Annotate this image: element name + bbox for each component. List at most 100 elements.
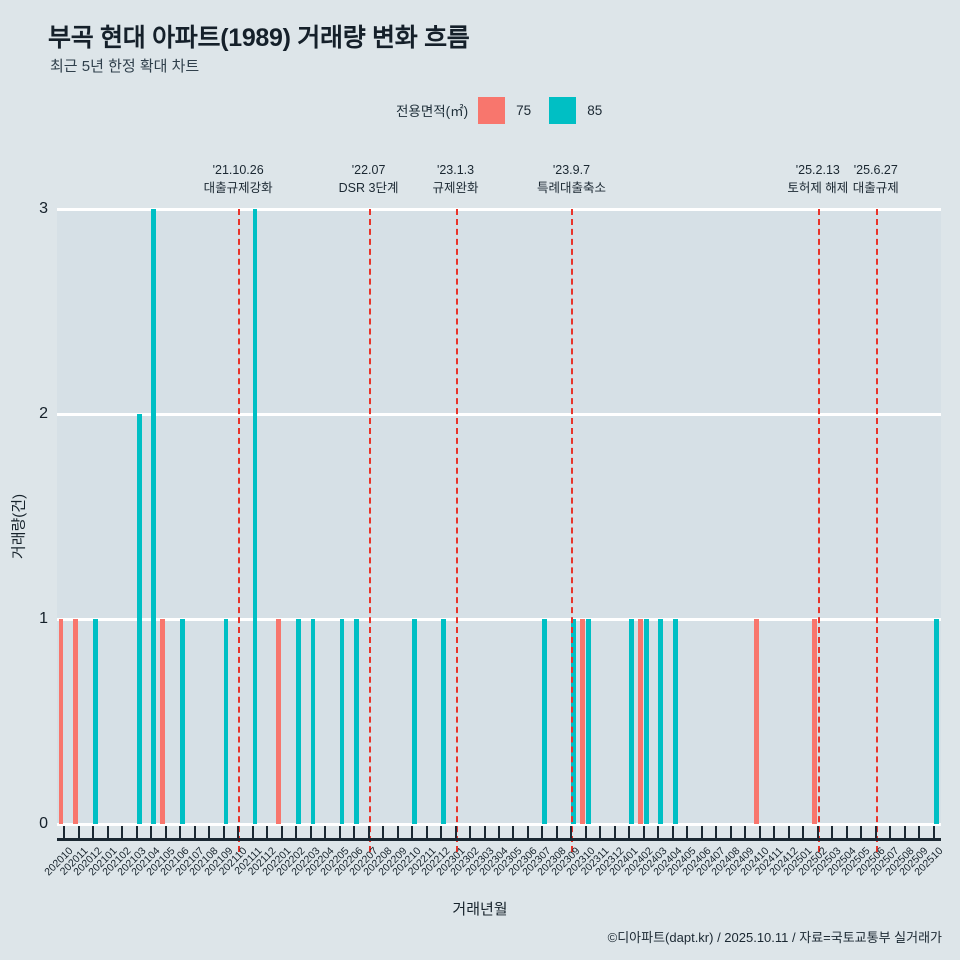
x-tick-202108 [208,826,211,839]
x-tick-202105 [164,826,167,839]
x-tick-202106 [179,826,182,839]
bar-202011-75[interactable] [73,619,78,824]
bar-202111-85[interactable] [252,209,258,824]
bar-202206-85[interactable] [354,619,359,824]
x-tick-label-202011: 202011 [57,845,91,878]
x-tick-label-202501: 202501 [781,845,815,879]
bar-202404-85[interactable] [672,619,678,824]
x-tick-202012 [92,826,95,839]
bar-202201-75[interactable] [275,619,281,824]
bar-202403-85[interactable] [658,619,664,824]
x-tick-label-202309: 202309 [549,845,583,879]
bar-202410-75[interactable] [754,619,760,824]
x-tick-202408 [729,826,732,839]
x-tick-202407 [715,826,718,839]
bar-202401-85[interactable] [629,619,635,824]
x-tick-202504 [845,826,848,839]
legend-label-75: 75 [516,102,532,118]
bar-202502-75[interactable] [812,619,817,824]
x-tick-202510 [932,826,935,839]
legend-item-75[interactable]: 75 [478,96,532,124]
bar-202103-85[interactable] [136,414,142,824]
bar-202212-85[interactable] [441,619,446,824]
event-label-1: '22.07 DSR 3단계 [338,163,399,196]
page-title: 부곡 현대 아파트(1989) 거래량 변화 흐름 [48,24,470,52]
bar-202010-75[interactable] [58,619,64,824]
x-tick-202508 [903,826,906,839]
x-tick-202210 [411,826,414,839]
bar-202310-75[interactable] [580,619,586,824]
x-tick-202207 [367,826,370,839]
x-tick-label-202304: 202304 [477,845,511,879]
gridline-0 [57,822,941,826]
x-tick-202208 [382,826,385,839]
x-tick-202104 [150,826,153,839]
x-tick-202212 [440,826,443,839]
event-line-5 [875,209,878,852]
bar-202309-85[interactable] [571,619,577,824]
plot-area [57,207,941,826]
x-tick-label-202410: 202410 [738,845,772,879]
event-label-5: '25.6.27 대출규제 [852,163,899,196]
bar-202210-85[interactable] [412,619,417,824]
bar-202402-85[interactable] [643,619,649,824]
x-tick-label-202504: 202504 [825,845,859,879]
x-tick-202110 [237,826,240,839]
x-tick-label-202212: 202212 [419,845,453,879]
bar-202109-85[interactable] [223,619,229,824]
x-tick-label-202111: 202111 [231,845,265,878]
x-tick-202101 [106,826,109,839]
x-tick-label-202307: 202307 [520,845,554,879]
x-tick-202206 [353,826,356,839]
x-tick-label-202302: 202302 [448,845,482,879]
bar-202106-85[interactable] [180,619,186,824]
x-tick-202202 [295,826,298,839]
x-tick-label-202210: 202210 [390,845,424,879]
gridline-2 [57,412,941,416]
event-label-2: '23.1.3 규제완화 [432,163,479,196]
x-tick-label-202503: 202503 [810,845,844,879]
bar-202205-85[interactable] [339,619,345,824]
bar-202510-85[interactable] [933,619,939,824]
bar-202307-85[interactable] [542,619,548,824]
x-tick-202401 [628,826,631,839]
x-tick-202410 [758,826,761,839]
x-tick-label-202401: 202401 [607,845,641,879]
x-tick-label-202201: 202201 [259,845,294,879]
x-tick-202211 [425,826,428,839]
bar-202104-85[interactable] [151,209,157,824]
x-tick-label-202405: 202405 [665,845,699,879]
x-tick-202412 [787,826,790,839]
bar-202012-85[interactable] [93,619,99,824]
x-tick-202209 [396,826,399,839]
x-tick-label-202203: 202203 [288,845,323,879]
x-tick-202307 [541,826,544,839]
x-tick-202311 [599,826,602,839]
x-tick-202505 [860,826,863,839]
x-tick-label-202409: 202409 [723,845,757,879]
x-tick-label-202507: 202507 [868,845,902,879]
x-tick-202107 [193,826,196,839]
event-line-2 [455,209,458,852]
x-tick-202409 [744,826,747,839]
bar-202203-85[interactable] [310,619,316,824]
x-tick-label-202411: 202411 [753,845,786,878]
legend-item-85[interactable]: 85 [549,96,602,124]
bar-202310-85[interactable] [585,619,591,824]
x-tick-label-202106: 202106 [158,845,192,879]
x-tick-label-202104: 202104 [129,845,163,879]
footer-credit: ©디아파트(dapt.kr) / 2025.10.11 / 자료=국토교통부 실… [607,930,942,945]
x-tick-label-202310: 202310 [564,845,598,879]
bar-202105-75[interactable] [160,619,165,824]
x-tick-202310 [584,826,587,839]
x-tick-202205 [338,826,341,839]
bar-202202-85[interactable] [296,619,301,824]
event-label-0: '21.10.26 대출규제강화 [203,163,273,196]
x-tick-label-202412: 202412 [767,845,801,879]
bar-202402-75[interactable] [638,619,644,824]
x-axis-line [57,838,941,841]
x-tick-label-202506: 202506 [853,845,888,879]
x-tick-label-202508: 202508 [882,845,917,879]
x-tick-label-202108: 202108 [187,845,221,879]
